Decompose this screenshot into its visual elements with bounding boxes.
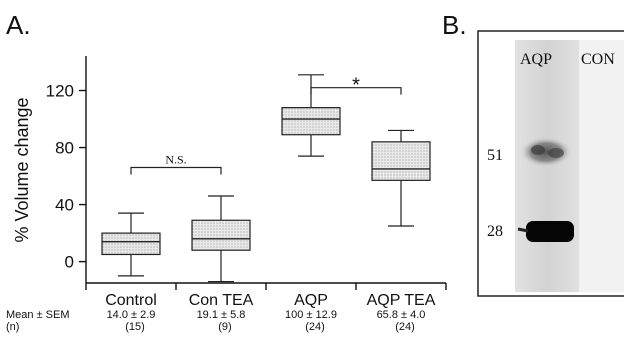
y-axis-label: % Volume change — [12, 97, 32, 242]
marker-28: 28 — [487, 223, 503, 240]
bracket: N.S. — [130, 153, 222, 175]
marker-51: 51 — [487, 147, 503, 164]
significance-brackets: N.S. * — [130, 75, 402, 175]
band-28-tail — [517, 227, 529, 233]
n-value: (15) — [125, 321, 145, 333]
box-plot: 0 40 80 120 N.S. * — [46, 56, 447, 290]
band-51-core-right — [548, 148, 564, 158]
panel-a-label: A. — [6, 10, 31, 40]
bracket-line — [130, 166, 222, 175]
iqr-box — [281, 107, 341, 136]
bracket-label: * — [352, 75, 360, 97]
band-28 — [526, 221, 574, 242]
mean-sem-row-label: Mean ± SEM — [6, 309, 70, 321]
category-label: AQP — [294, 292, 328, 309]
box-con-tea — [191, 195, 251, 283]
mean-sem-value: 14.0 ± 2.9 — [107, 309, 156, 321]
lane-label-aqp: AQP — [520, 51, 552, 68]
y-tick-label: 80 — [55, 139, 74, 158]
y-tick-label: 120 — [46, 82, 74, 101]
box-aqp — [281, 74, 341, 157]
n-value: (24) — [395, 321, 415, 333]
n-value: (24) — [305, 321, 325, 333]
category-labels: Control Con TEA AQP AQP TEA — [105, 292, 436, 309]
western-blot: AQP CON 51 28 — [477, 30, 624, 297]
box-aqp-tea — [371, 129, 431, 227]
con-lane — [579, 40, 624, 292]
y-axis: 0 40 80 120 — [46, 56, 447, 290]
mean-sem-value: 19.1 ± 5.8 — [197, 309, 246, 321]
y-tick-label: 40 — [55, 196, 74, 215]
bracket-line — [310, 87, 402, 95]
iqr-box — [101, 232, 161, 256]
stats-row: 14.0 ± 2.9 19.1 ± 5.8 100 ± 12.9 65.8 ± 4.0… — [107, 309, 426, 333]
band-51 — [520, 137, 572, 167]
bracket: * — [310, 75, 402, 97]
panel-b-label: B. — [442, 10, 467, 40]
bracket-label: N.S. — [165, 153, 186, 167]
band-51-core-left — [531, 145, 545, 155]
category-label: AQP TEA — [367, 292, 436, 309]
y-tick-label: 0 — [65, 253, 74, 272]
mean-sem-value: 100 ± 12.9 — [285, 309, 337, 321]
n-row-label: (n) — [6, 321, 19, 333]
n-value: (9) — [218, 321, 231, 333]
lane-label-con: CON — [581, 51, 615, 68]
box-control — [101, 212, 161, 277]
category-label: Control — [105, 292, 157, 309]
boxes — [101, 74, 431, 283]
iqr-box — [191, 219, 251, 251]
iqr-box — [371, 141, 431, 181]
category-label: Con TEA — [189, 292, 254, 309]
mean-sem-value: 65.8 ± 4.0 — [377, 309, 426, 321]
